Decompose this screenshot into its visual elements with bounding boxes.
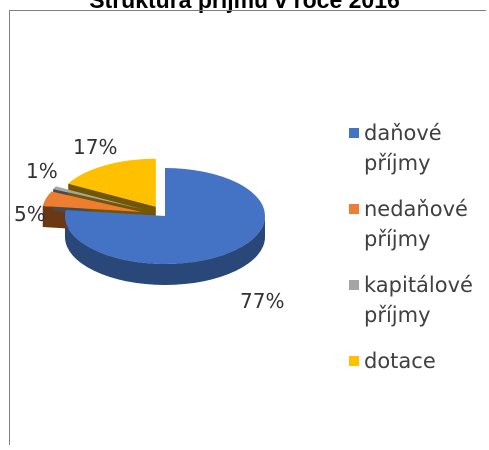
slice-1 xyxy=(42,191,142,212)
legend-swatch-2 xyxy=(349,280,359,290)
legend-label-1: nedaňové xyxy=(364,197,468,221)
slice-3 xyxy=(68,158,156,207)
data-label-0: 77% xyxy=(240,289,284,313)
legend-swatch-0 xyxy=(349,128,359,138)
legend-label-3: dotace xyxy=(364,349,436,373)
slice-side-0 xyxy=(65,216,265,285)
slice-0 xyxy=(65,168,265,264)
legend-label-2-1: příjmy xyxy=(364,303,431,327)
legend-swatch-3 xyxy=(349,356,359,366)
chart-frame xyxy=(9,10,486,445)
legend-label-0-1: příjmy xyxy=(364,151,431,175)
slice-2 xyxy=(53,186,144,210)
chart-title: Struktura příjmů v roce 2016 xyxy=(89,0,400,13)
legend-label-2: kapitálové xyxy=(364,273,473,297)
legend-label-1-1: příjmy xyxy=(364,227,431,251)
legend-label-0: daňové xyxy=(364,121,442,145)
data-label-3: 17% xyxy=(73,135,117,159)
legend-swatch-1 xyxy=(349,204,359,214)
data-label-2: 1% xyxy=(26,159,58,183)
data-label-1: 5% xyxy=(14,202,46,226)
